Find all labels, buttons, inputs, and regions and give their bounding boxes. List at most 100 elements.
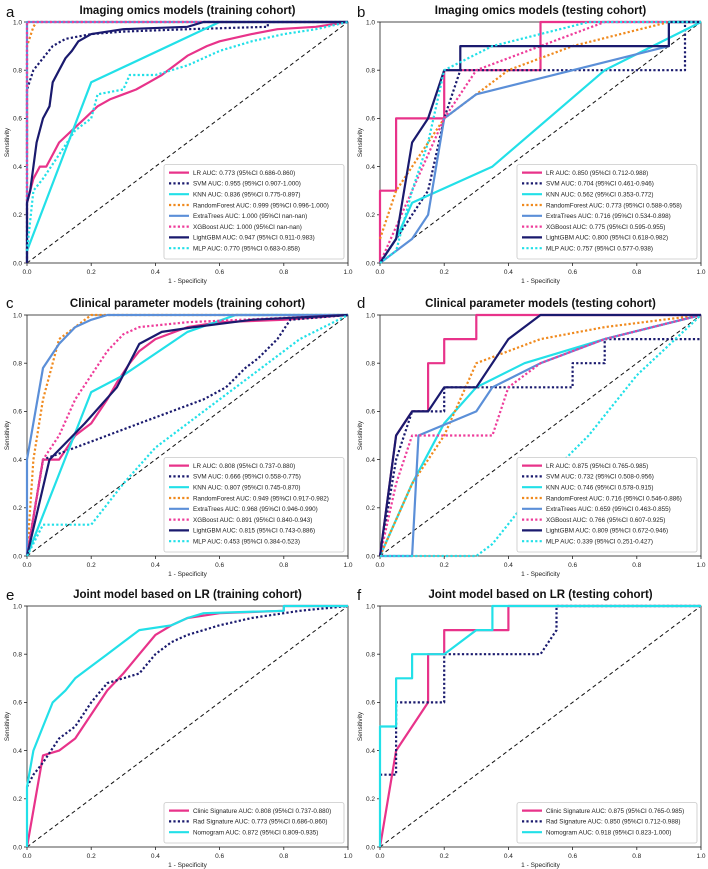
y-tick-label: 0.6 [366, 116, 375, 123]
chance-diagonal [26, 314, 349, 557]
legend-entry: LR AUC: 0.875 (95%CI 0.765-0.985) [546, 463, 648, 470]
x-tick-label: 0.4 [151, 269, 160, 276]
legend-entry: ExtraTrees AUC: 0.968 (95%CI 0.946-0.990… [193, 506, 318, 513]
legend-entry: Clinic Signature AUC: 0.875 (95%CI 0.765… [546, 808, 684, 815]
y-tick-label: 1.0 [13, 19, 22, 26]
legend-entry: XGBoost AUC: 0.891 (95%CI 0.840-0.943) [193, 517, 312, 524]
x-tick-label: 0.4 [151, 562, 160, 569]
panel-title: Imaging omics models (testing cohort) [435, 5, 647, 17]
legend: Clinic Signature AUC: 0.875 (95%CI 0.765… [516, 802, 698, 844]
legend-entry: LightGBM AUC: 0.809 (95%CI 0.672-0.946) [546, 528, 668, 535]
legend-entry: KNN AUC: 0.562 (95%CI 0.353-0.772) [546, 192, 653, 199]
panel-title: Joint model based on LR (training cohort… [73, 589, 302, 601]
legend-entry: MLP AUC: 0.770 (95%CI 0.683-0.858) [193, 246, 300, 253]
x-tick-label: 0.4 [504, 562, 513, 569]
roc-curve-8 [26, 314, 349, 557]
x-tick-label: 0.6 [568, 562, 577, 569]
x-tick-label: 0.8 [279, 269, 288, 276]
legend-entry: Nomogram AUC: 0.872 (95%CI 0.809-0.935) [193, 830, 318, 837]
y-axis-label: Sensitivity [357, 711, 364, 741]
roc-curve-3 [378, 604, 701, 847]
roc-curve-4 [378, 313, 702, 557]
y-axis-label: Sensitivity [4, 420, 11, 450]
legend-entry: KNN AUC: 0.836 (95%CI 0.775-0.897) [193, 192, 300, 199]
roc-panel-c: c Clinical parameter models (training coh… [4, 295, 353, 578]
roc-panel-b: b Imaging omics models (testing cohort) 0.… [357, 4, 706, 285]
roc-curve-7 [378, 313, 701, 557]
x-tick-label: 0.2 [440, 562, 449, 569]
chance-diagonal [26, 605, 349, 848]
roc-panel-f: f Joint model based on LR (testing cohort… [357, 587, 706, 869]
y-axis-label: Sensitivity [4, 711, 11, 741]
roc-curve-3 [25, 604, 348, 847]
legend-entry: LR AUC: 0.773 (95%CI 0.686-0.860) [193, 170, 295, 177]
x-tick-label: 1.0 [343, 853, 352, 860]
legend-entry: LightGBM AUC: 0.815 (95%CI 0.743-0.886) [193, 528, 315, 535]
legend-entry: XGBoost AUC: 1.000 (95%CI nan-nan) [193, 224, 302, 231]
y-axis-label: Sensitivity [357, 127, 364, 157]
panel-label: e [6, 587, 14, 604]
panel-label: f [357, 587, 362, 604]
x-axis-label: 1 - Specificity [521, 571, 560, 578]
x-tick-label: 0.2 [440, 853, 449, 860]
y-tick-label: 0.0 [366, 260, 375, 267]
roc-curve-4 [25, 313, 348, 557]
y-tick-label: 0.0 [13, 553, 22, 560]
panel-title: Clinical parameter models (training coho… [70, 298, 305, 310]
legend: LR AUC: 0.850 (95%CI 0.712-0.988) SVM AUC… [516, 164, 698, 260]
roc-curve-5 [25, 313, 348, 556]
y-tick-label: 0.0 [366, 553, 375, 560]
x-tick-label: 0.2 [87, 562, 96, 569]
roc-curve-7 [25, 20, 348, 263]
x-tick-label: 0.8 [279, 562, 288, 569]
y-tick-label: 0.6 [13, 409, 22, 416]
legend-entry: MLP AUC: 0.757 (95%CI 0.577-0.938) [546, 246, 653, 253]
y-tick-label: 0.0 [13, 844, 22, 851]
plot-frame [26, 605, 349, 848]
roc-panel-e: e Joint model based on LR (training cohor… [4, 587, 353, 869]
x-tick-label: 0.6 [215, 562, 224, 569]
x-tick-label: 0.4 [504, 269, 513, 276]
y-tick-label: 0.8 [13, 652, 22, 659]
y-tick-label: 0.6 [366, 700, 375, 707]
legend: LR AUC: 0.875 (95%CI 0.765-0.985) SVM AUC… [516, 457, 698, 553]
roc-curve-2 [26, 604, 349, 788]
legend-box [163, 802, 345, 844]
x-tick-label: 0.0 [375, 853, 384, 860]
y-tick-label: 0.0 [13, 260, 22, 267]
y-tick-label: 0.2 [366, 796, 375, 803]
legend-entry: RandomForest AUC: 0.773 (95%CI 0.588-0.9… [546, 202, 682, 209]
y-tick-label: 0.4 [366, 164, 375, 171]
y-tick-label: 0.2 [13, 505, 22, 512]
legend-entry: KNN AUC: 0.746 (95%CI 0.578-0.915) [546, 485, 653, 492]
legend-box [516, 457, 698, 553]
roc-curve-7 [379, 20, 701, 264]
legend-entry: MLP AUC: 0.453 (95%CI 0.384-0.523) [193, 539, 300, 546]
x-tick-label: 0.2 [87, 269, 96, 276]
y-tick-label: 0.2 [366, 212, 375, 219]
panel-label: a [6, 4, 15, 21]
roc-panel-a: a Imaging omics models (training cohort) 0… [4, 4, 353, 285]
legend-entry: LightGBM AUC: 0.947 (95%CI 0.911-0.983) [193, 235, 315, 242]
x-tick-label: 0.0 [375, 269, 384, 276]
x-axis-label: 1 - Specificity [168, 278, 207, 285]
y-tick-label: 0.6 [13, 116, 22, 123]
legend-box [163, 164, 345, 260]
legend-entry: ExtraTrees AUC: 0.659 (95%CI 0.463-0.855… [546, 506, 671, 513]
y-tick-label: 1.0 [13, 312, 22, 319]
x-tick-label: 0.8 [279, 853, 288, 860]
x-tick-label: 0.0 [22, 853, 31, 860]
y-tick-label: 0.2 [366, 505, 375, 512]
y-tick-label: 0.8 [366, 652, 375, 659]
y-tick-label: 0.4 [13, 164, 22, 171]
legend: Clinic Signature AUC: 0.808 (95%CI 0.737… [163, 802, 345, 844]
x-tick-label: 0.6 [215, 853, 224, 860]
y-tick-label: 1.0 [366, 19, 375, 26]
x-tick-label: 0.8 [632, 562, 641, 569]
y-tick-label: 0.4 [13, 748, 22, 755]
legend-entry: XGBoost AUC: 0.766 (95%CI 0.607-0.925) [546, 517, 665, 524]
y-axis-label: Sensitivity [357, 420, 364, 450]
legend-entry: RandomForest AUC: 0.949 (95%CI 0.917-0.9… [193, 495, 329, 502]
legend-entry: RandomForest AUC: 0.999 (95%CI 0.996-1.0… [193, 202, 329, 209]
panel-label: d [357, 295, 365, 312]
